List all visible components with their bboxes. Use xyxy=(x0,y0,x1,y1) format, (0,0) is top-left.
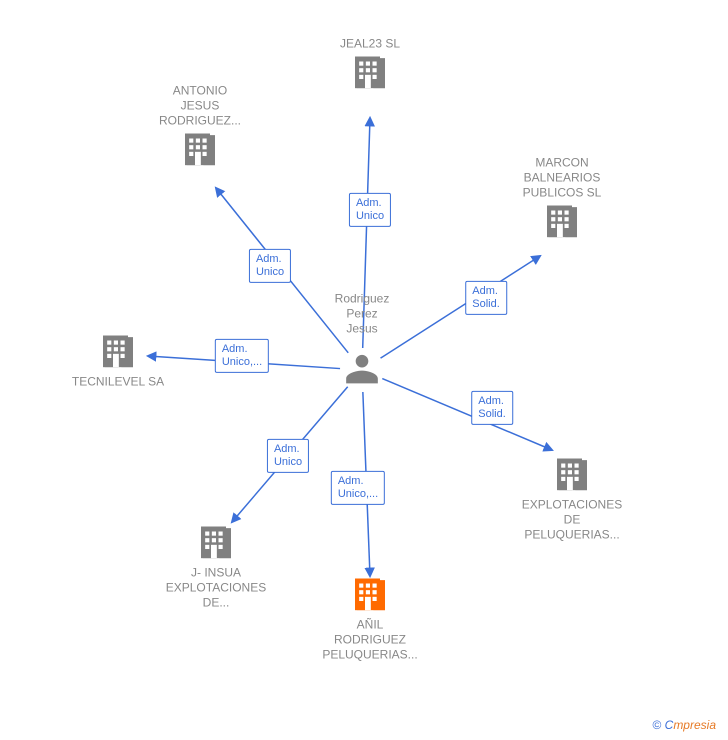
company-label: MARCON BALNEARIOS PUBLICOS SL xyxy=(492,156,632,201)
company-node-tecni[interactable]: TECNILEVEL SA xyxy=(48,331,188,390)
company-label: JEAL23 SL xyxy=(300,37,440,52)
company-label: ANTONIO JESUS RODRIGUEZ... xyxy=(130,84,270,129)
footer: © Cmpresia xyxy=(652,718,716,732)
copyright-symbol: © xyxy=(652,718,661,732)
building-icon xyxy=(196,522,236,562)
company-node-antonio[interactable]: ANTONIO JESUS RODRIGUEZ... xyxy=(130,84,270,173)
edge-label: Adm. Solid. xyxy=(471,391,513,425)
edge-label: Adm. Unico xyxy=(349,193,391,227)
company-label: AÑIL RODRIGUEZ PELUQUERIAS... xyxy=(300,618,440,663)
company-node-jeal23[interactable]: JEAL23 SL xyxy=(300,37,440,96)
edge-label: Adm. Unico,... xyxy=(331,471,385,505)
person-icon xyxy=(343,349,381,387)
company-node-anil[interactable]: AÑIL RODRIGUEZ PELUQUERIAS... xyxy=(300,574,440,663)
edge-label: Adm. Unico xyxy=(249,249,291,283)
building-icon xyxy=(350,574,390,614)
building-icon xyxy=(180,129,220,169)
edge-line xyxy=(381,256,540,358)
company-node-explota[interactable]: EXPLOTACIONES DE PELUQUERIAS... xyxy=(502,454,642,543)
brand-rest: mpresia xyxy=(673,718,716,732)
brand-name: Cmpresia xyxy=(665,718,716,732)
edge-label: Adm. Unico xyxy=(267,439,309,473)
company-label: TECNILEVEL SA xyxy=(48,375,188,390)
company-node-marcon[interactable]: MARCON BALNEARIOS PUBLICOS SL xyxy=(492,156,632,245)
company-label: EXPLOTACIONES DE PELUQUERIAS... xyxy=(502,498,642,543)
company-label: J- INSUA EXPLOTACIONES DE... xyxy=(146,566,286,611)
edge-label: Adm. Unico,... xyxy=(215,339,269,373)
center-person-label: Rodriguez Perez Jesus xyxy=(335,292,390,337)
center-person-text: Rodriguez Perez Jesus xyxy=(335,292,390,336)
network-diagram: Rodriguez Perez Jesus ANTONIO JESUS RODR… xyxy=(0,0,728,740)
building-icon xyxy=(542,201,582,241)
building-icon xyxy=(350,52,390,92)
edge-line xyxy=(382,379,552,450)
building-icon xyxy=(552,454,592,494)
brand-first-letter: C xyxy=(665,718,674,732)
building-icon xyxy=(98,331,138,371)
center-person[interactable] xyxy=(343,349,381,392)
company-node-jinsua[interactable]: J- INSUA EXPLOTACIONES DE... xyxy=(146,522,286,611)
edge-label: Adm. Solid. xyxy=(465,281,507,315)
